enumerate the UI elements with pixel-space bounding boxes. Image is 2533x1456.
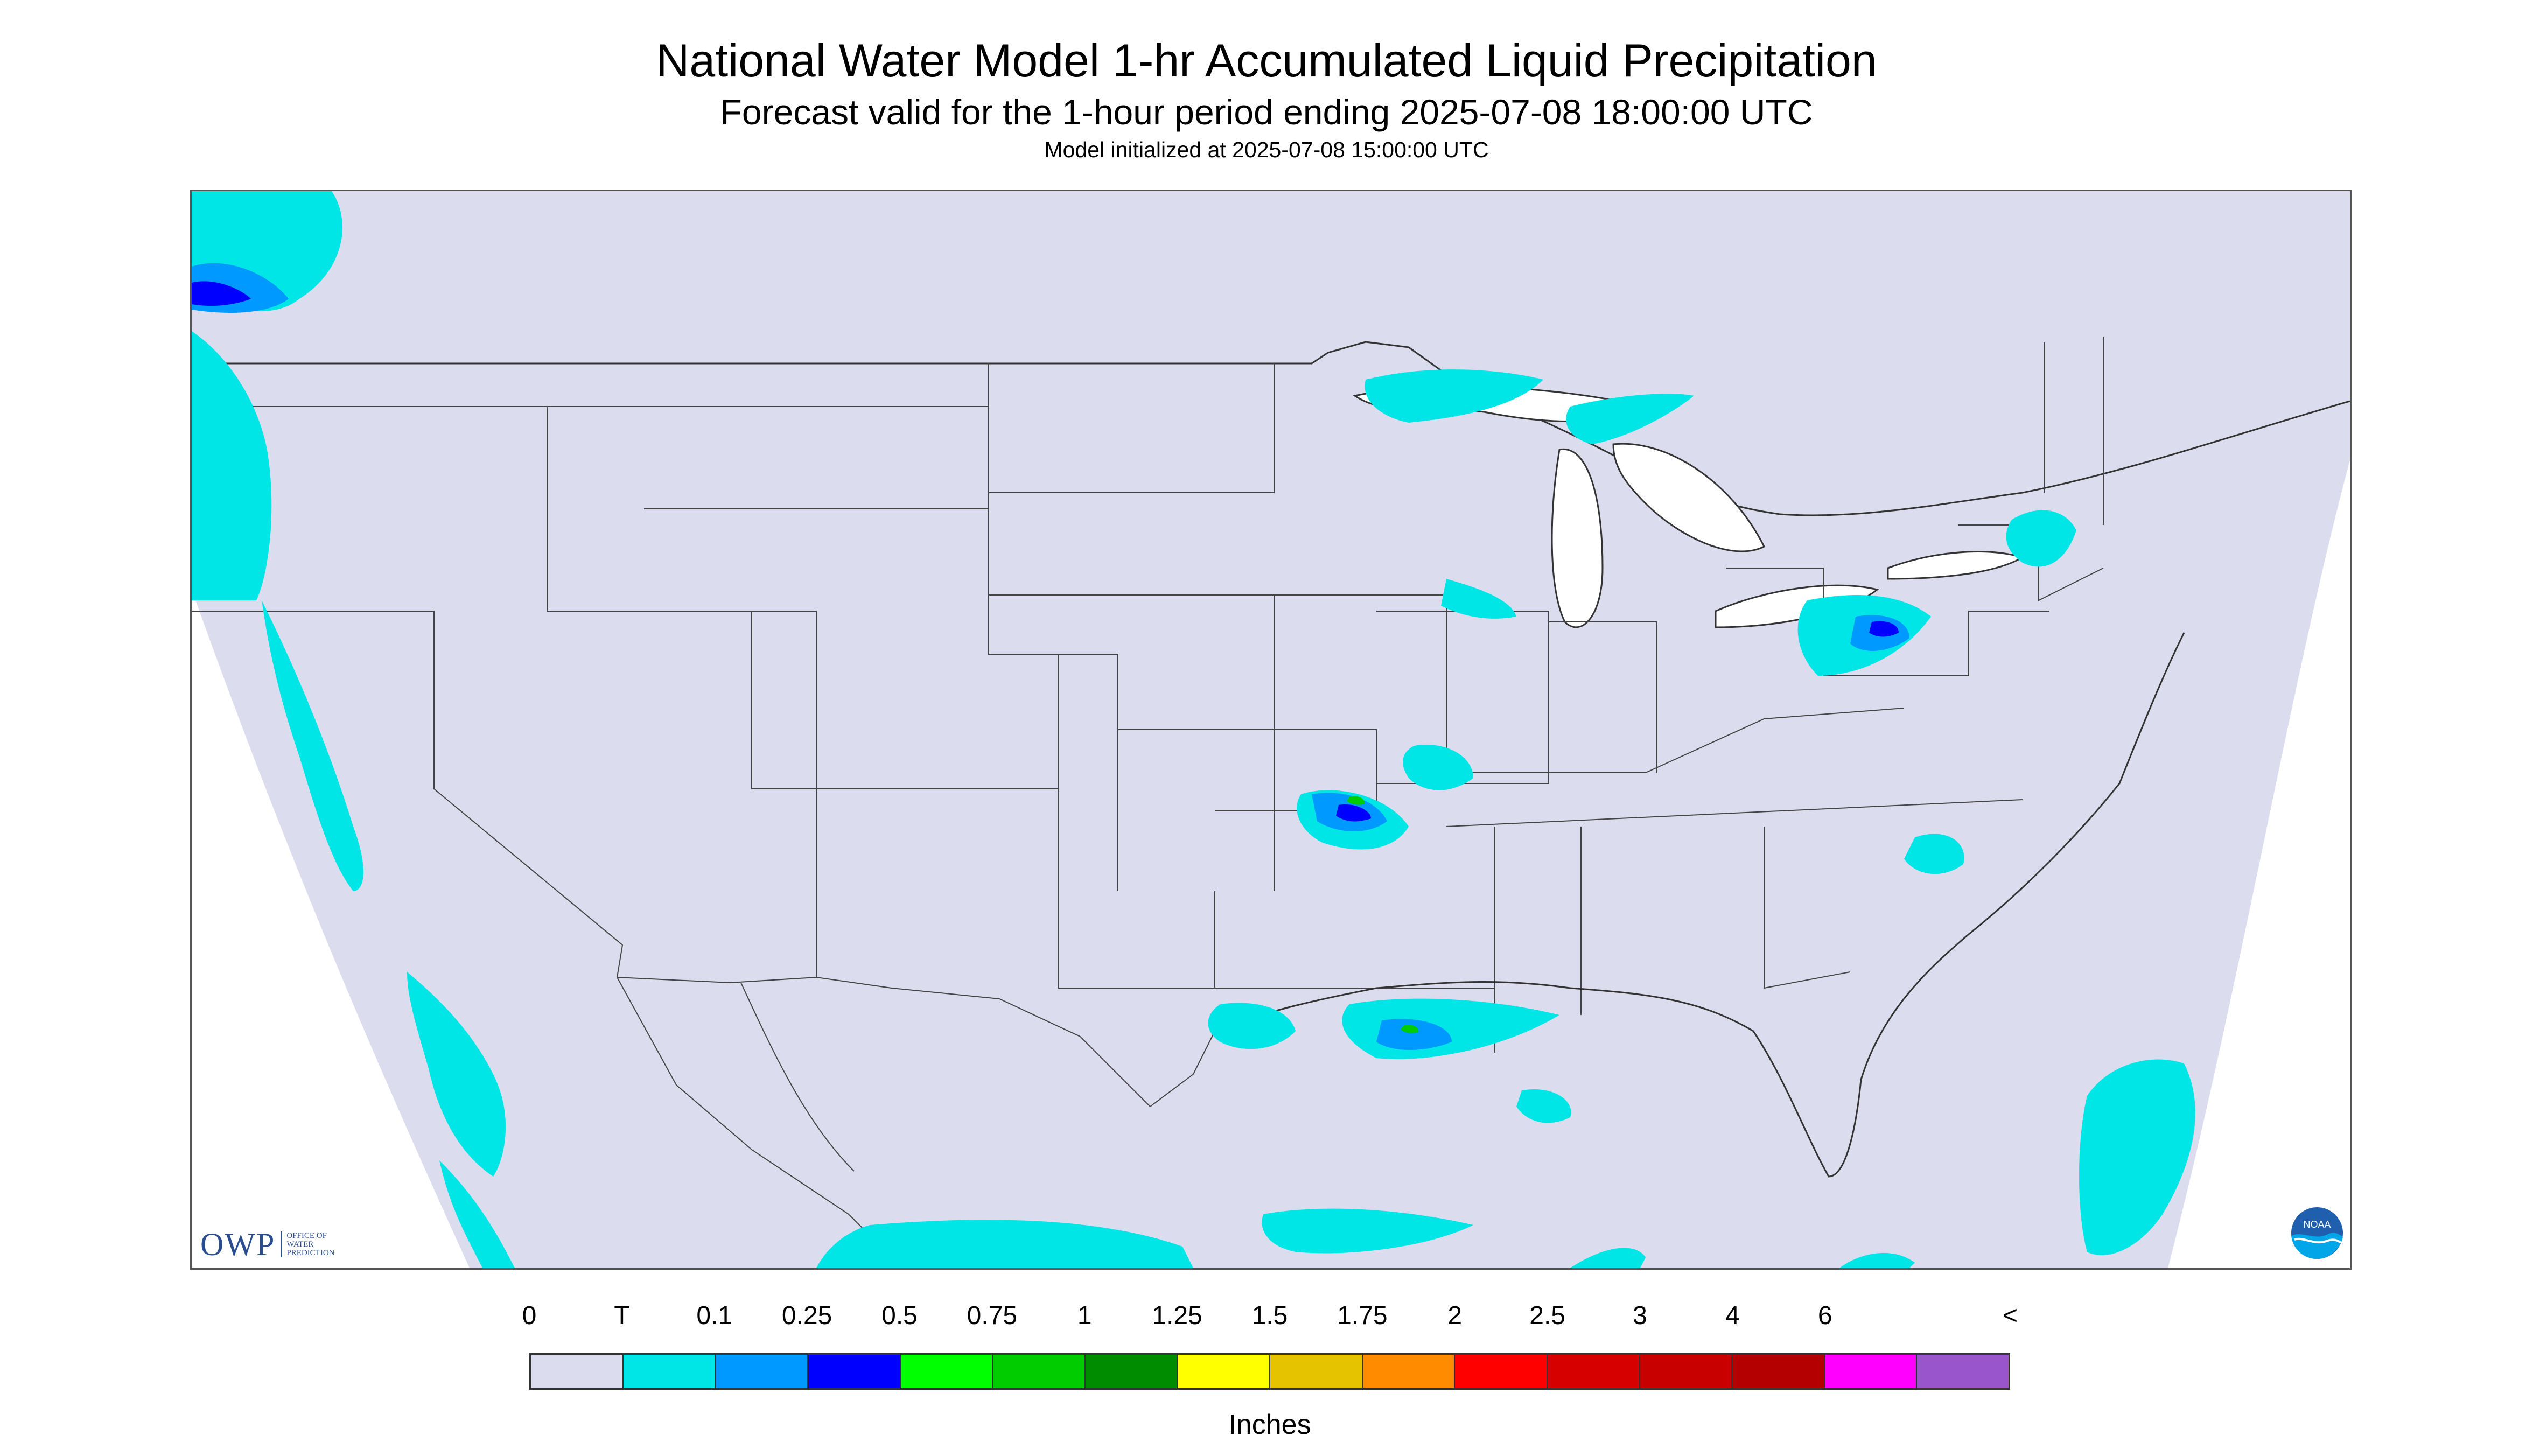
legend-label: 0.1	[696, 1301, 733, 1330]
legend-label: T	[614, 1301, 630, 1330]
legend-label: 1.5	[1251, 1301, 1288, 1330]
legend-label: <	[2002, 1301, 2018, 1330]
noaa-logo-icon: NOAA	[2291, 1207, 2343, 1259]
precipitation-map	[190, 190, 2352, 1270]
legend-swatch	[1085, 1355, 1178, 1388]
legend-label: 0.25	[781, 1301, 832, 1330]
model-init-line: Model initialized at 2025-07-08 15:00:00…	[1044, 137, 1489, 162]
legend-swatch	[900, 1355, 993, 1388]
precip-heavy	[192, 281, 1899, 822]
legend-label: 1	[1077, 1301, 1092, 1330]
legend-swatch	[1824, 1355, 1918, 1388]
legend-label: 2	[1447, 1301, 1463, 1330]
legend-swatch	[1270, 1355, 1363, 1388]
legend-swatch	[1455, 1355, 1548, 1388]
legend-label: 0.75	[967, 1301, 1018, 1330]
legend-labels: 0 T 0.1 0.25 0.5 0.75 1 1.25 1.5 1.75 2 2.5 3 4 6 <	[522, 1301, 2018, 1335]
legend-unit-label: Inches	[1228, 1409, 1311, 1440]
legend-colorbar	[529, 1353, 2010, 1390]
legend-label: 4	[1725, 1301, 1740, 1330]
legend-label: 1.25	[1152, 1301, 1202, 1330]
legend-label: 6	[1817, 1301, 1832, 1330]
legend-label: 0.5	[881, 1301, 918, 1330]
precip-legend: 0 T 0.1 0.25 0.5 0.75 1 1.25 1.5 1.75 2 2.5 3 4 6 < Inc…	[522, 1301, 2018, 1440]
legend-swatch	[1362, 1355, 1456, 1388]
owp-logo-subtext: OFFICE OF WATER PREDICTION	[281, 1231, 351, 1257]
map-subtitle: Forecast valid for the 1-hour period end…	[720, 92, 1813, 132]
owp-logo: OWP OFFICE OF WATER PREDICTION	[200, 1226, 351, 1263]
border-lines	[192, 341, 2350, 516]
precip-green	[1347, 796, 1419, 1033]
gulf-coast	[1214, 632, 2185, 1178]
legend-swatch	[623, 1355, 716, 1388]
legend-swatch	[808, 1355, 901, 1388]
legend-swatch	[1547, 1355, 1640, 1388]
legend-label: 1.75	[1337, 1301, 1388, 1330]
legend-swatch	[1640, 1355, 1733, 1388]
owp-logo-text: OWP	[200, 1226, 276, 1262]
legend-swatch	[1732, 1355, 1825, 1388]
legend-swatch	[993, 1355, 1086, 1388]
legend-swatch	[1178, 1355, 1270, 1388]
legend-label: 0	[522, 1301, 537, 1330]
legend-label: 3	[1633, 1301, 1647, 1330]
noaa-logo-text: NOAA	[2303, 1219, 2331, 1230]
legend-swatch	[1917, 1355, 2009, 1388]
map-title: National Water Model 1-hr Accumulated Li…	[656, 35, 1877, 87]
legend-label: 2.5	[1529, 1301, 1565, 1330]
legend-swatch	[531, 1355, 624, 1388]
legend-swatch	[716, 1355, 808, 1388]
map-canvas	[192, 191, 2350, 1268]
